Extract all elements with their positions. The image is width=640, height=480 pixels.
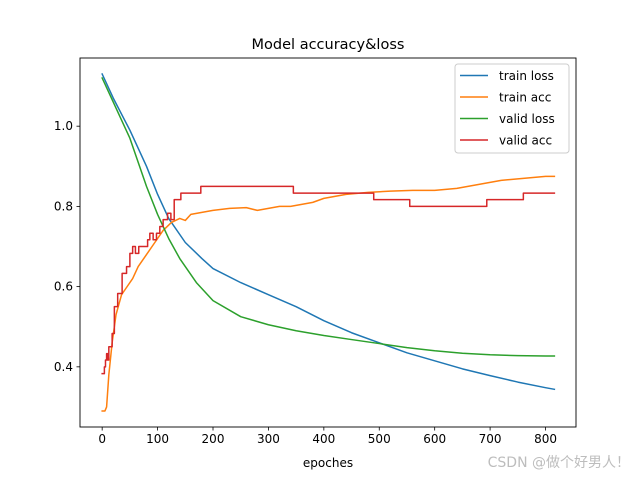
x-tick-label: 600	[423, 432, 446, 446]
x-tick-label: 500	[368, 432, 391, 446]
legend-box	[454, 63, 570, 154]
y-tick-label: 0.8	[54, 199, 73, 213]
legend-label: valid loss	[499, 112, 555, 126]
legend: train loss train acc valid loss valid acc	[454, 63, 570, 154]
x-tick-label: 100	[146, 432, 169, 446]
plot-frame	[79, 57, 577, 428]
x-tick-label: 200	[202, 432, 225, 446]
legend-label: valid acc	[499, 134, 552, 148]
x-tick-label: 800	[534, 432, 557, 446]
series-line-train-loss	[101, 73, 556, 391]
series-layer	[101, 73, 556, 412]
x-tick-label: 0	[98, 432, 106, 446]
y-tick-label: 0.6	[54, 280, 73, 294]
watermark: CSDN @做个好男人！	[488, 455, 630, 471]
x-tick-label: 400	[312, 432, 335, 446]
series-line-valid-loss	[101, 77, 556, 357]
x-tick-label: 700	[479, 432, 502, 446]
chart-title: Model accuracy&loss	[252, 37, 405, 53]
legend-label: train acc	[499, 91, 551, 105]
x-axis-ticks: 0 100 200 300 400 500 600 700 800	[98, 427, 557, 446]
y-tick-label: 0.4	[54, 360, 73, 374]
y-axis-ticks: 0.4 0.6 0.8 1.0	[54, 119, 80, 374]
x-tick-label: 300	[257, 432, 280, 446]
x-axis-label: epoches	[303, 456, 353, 470]
y-tick-label: 1.0	[54, 119, 73, 133]
series-line-valid-acc	[101, 185, 556, 375]
series-line-train-acc	[101, 175, 556, 412]
legend-label: train loss	[499, 69, 554, 83]
